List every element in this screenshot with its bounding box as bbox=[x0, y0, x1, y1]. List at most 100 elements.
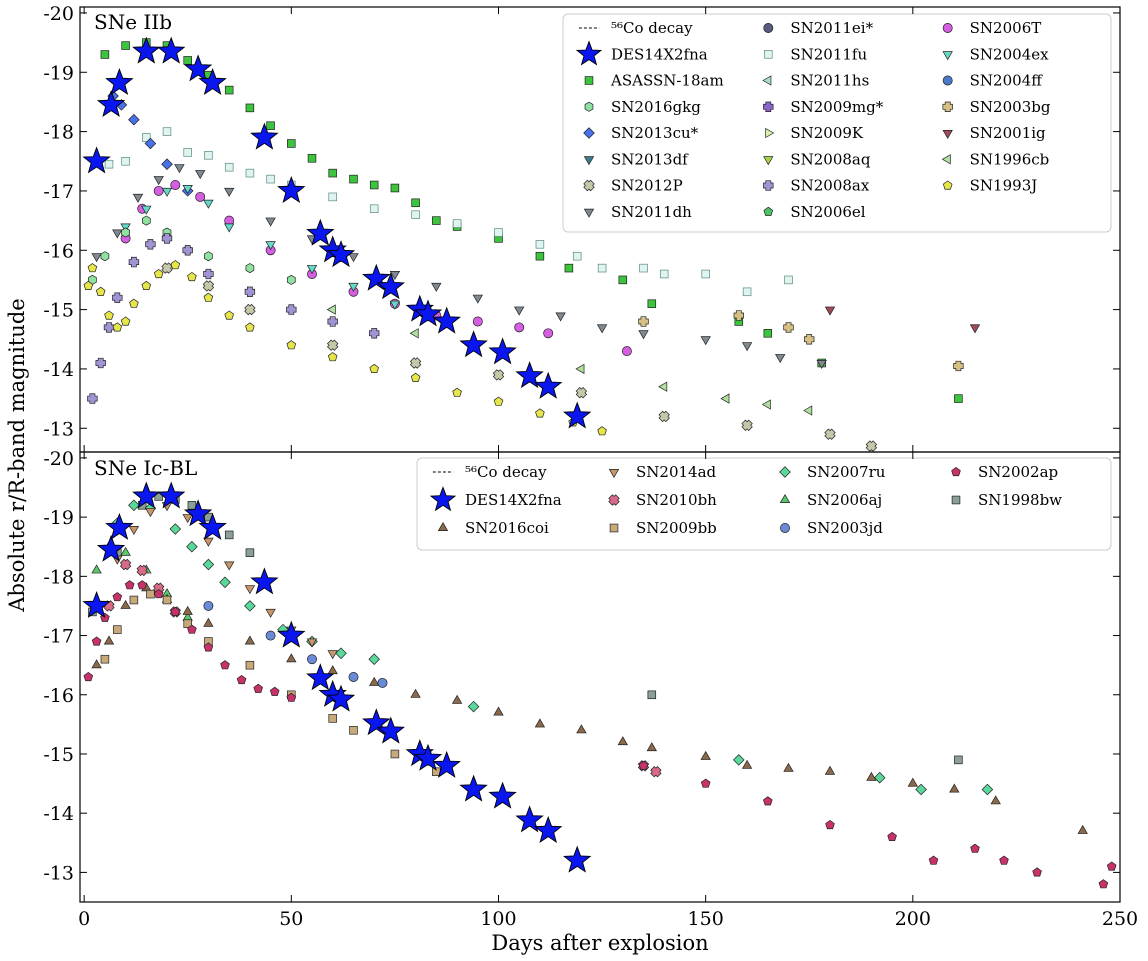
data-point bbox=[156, 481, 186, 509]
data-point bbox=[783, 322, 794, 333]
data-point bbox=[775, 354, 786, 364]
data-point bbox=[349, 726, 358, 735]
legend-marker bbox=[780, 523, 790, 533]
data-point bbox=[535, 408, 545, 418]
data-point bbox=[219, 576, 231, 589]
data-point bbox=[186, 540, 198, 553]
data-point bbox=[96, 89, 126, 117]
data-point bbox=[390, 749, 400, 759]
legend-label: SN2008aq bbox=[790, 150, 871, 168]
panel-snIIb: -20 -19 -18 -17 -16 -15 -14 -13 SNe IIb ⁵⁶Co de… bbox=[43, 3, 1121, 453]
legend-item: SN2013cu* bbox=[583, 124, 699, 142]
legend-marker bbox=[763, 101, 774, 112]
legend-label: SN2004ff bbox=[970, 72, 1044, 90]
data-point bbox=[306, 218, 335, 246]
data-point bbox=[195, 191, 206, 202]
data-point bbox=[493, 706, 504, 716]
data-point bbox=[132, 36, 161, 64]
data-point bbox=[638, 316, 649, 327]
data-point bbox=[326, 304, 336, 315]
data-point bbox=[95, 286, 106, 296]
x-tick-label: 100 bbox=[480, 908, 516, 930]
legend-marker bbox=[942, 101, 953, 112]
data-point bbox=[562, 401, 592, 429]
data-point bbox=[816, 359, 827, 369]
y-tick-label: -19 bbox=[43, 62, 74, 84]
data-point bbox=[804, 334, 815, 345]
data-point bbox=[202, 280, 215, 292]
data-point bbox=[349, 174, 358, 184]
series-asassn-18am bbox=[100, 38, 963, 403]
data-point bbox=[253, 683, 263, 693]
data-point bbox=[534, 718, 546, 728]
data-point bbox=[170, 260, 181, 270]
legend-marker bbox=[763, 23, 774, 33]
data-point bbox=[335, 647, 347, 660]
legend-label: SN2009K bbox=[790, 124, 864, 142]
legend-marker bbox=[762, 75, 772, 86]
legend-label: SN2003bg bbox=[970, 98, 1051, 116]
data-point bbox=[1077, 824, 1088, 834]
data-point bbox=[865, 440, 878, 452]
data-point bbox=[949, 783, 960, 793]
data-point bbox=[488, 337, 517, 365]
data-point bbox=[170, 606, 181, 616]
data-point bbox=[120, 316, 131, 326]
data-point bbox=[618, 275, 628, 285]
data-point bbox=[741, 759, 753, 769]
legend-item: SN2012P bbox=[583, 177, 683, 195]
data-point bbox=[410, 372, 421, 382]
data-point bbox=[203, 537, 214, 547]
data-point bbox=[866, 771, 877, 781]
data-point bbox=[621, 346, 632, 357]
data-point bbox=[170, 180, 181, 190]
data-point bbox=[328, 714, 337, 723]
data-point bbox=[377, 677, 388, 688]
data-point bbox=[112, 292, 123, 303]
data-point bbox=[277, 620, 306, 648]
data-point bbox=[132, 481, 161, 509]
legend-label: SN2008ax bbox=[790, 177, 870, 195]
legend-item: ⁵⁶Co decay bbox=[432, 463, 547, 481]
legend-item: SN2004ff bbox=[942, 72, 1044, 90]
data-point bbox=[763, 796, 773, 806]
x-tick-label: 250 bbox=[1102, 908, 1138, 930]
data-point bbox=[411, 198, 420, 208]
legend-item: SN2014ad bbox=[608, 463, 717, 481]
legend-item: SN2002ap bbox=[951, 463, 1058, 481]
data-point bbox=[576, 724, 587, 734]
legend-label: SN2011ei* bbox=[790, 19, 873, 37]
data-point bbox=[306, 638, 318, 648]
data-point bbox=[488, 781, 517, 809]
data-point bbox=[1106, 861, 1117, 871]
data-point bbox=[266, 121, 275, 130]
data-point bbox=[990, 795, 1001, 805]
data-point bbox=[128, 499, 140, 512]
data-point bbox=[376, 272, 406, 300]
data-point bbox=[369, 363, 379, 373]
data-point bbox=[169, 523, 182, 535]
legend-item: SN2006el bbox=[763, 203, 866, 221]
y-axis-label: Absolute r/R-band magnitude bbox=[5, 298, 29, 612]
legend-label: SN2009bb bbox=[636, 519, 717, 537]
y-tick-label: -13 bbox=[43, 862, 74, 884]
data-point bbox=[142, 133, 151, 142]
legend-label: SN2003jd bbox=[807, 519, 883, 537]
legend-marker bbox=[583, 208, 595, 218]
legend-marker bbox=[583, 179, 595, 192]
series-des14x2fna bbox=[82, 481, 592, 873]
data-point bbox=[153, 268, 164, 279]
data-point bbox=[824, 765, 836, 775]
legend-item: SN2001ig bbox=[942, 124, 1046, 142]
data-point bbox=[198, 512, 227, 540]
legend-item: SN2009K bbox=[765, 124, 864, 142]
data-point bbox=[639, 263, 648, 273]
data-point bbox=[112, 229, 123, 239]
data-point bbox=[245, 168, 255, 178]
data-point bbox=[825, 819, 835, 830]
data-point bbox=[514, 322, 525, 333]
data-point bbox=[203, 617, 214, 627]
legend-label: ⁵⁶Co decay bbox=[465, 463, 547, 481]
data-point bbox=[431, 282, 442, 292]
data-point bbox=[658, 410, 670, 423]
